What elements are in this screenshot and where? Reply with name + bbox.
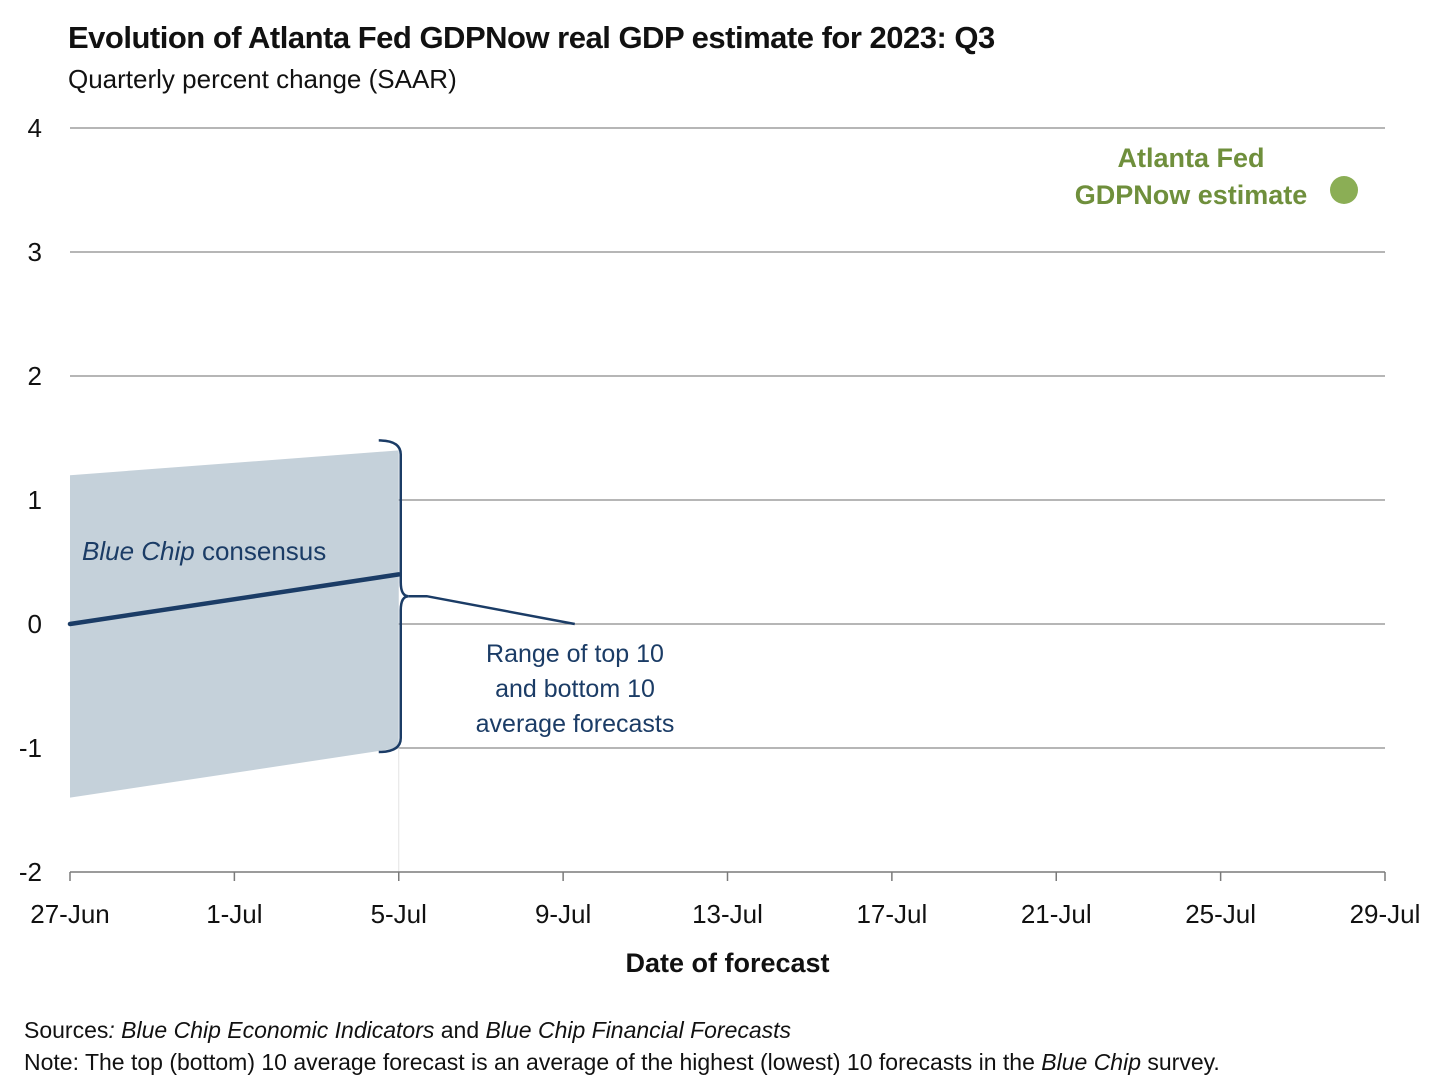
note-part: Blue Chip [1041,1049,1141,1075]
x-tick-label: 5-Jul [371,899,427,929]
sources-part: Blue Chip Financial Forecasts [485,1017,792,1043]
gdpnow-label-line: GDPNow estimate [1075,180,1308,210]
consensus-label: Blue Chip consensus [82,536,326,566]
gdpnow-legend-marker [1330,176,1358,204]
y-tick-label: 1 [28,485,42,515]
note-label: Note: [24,1049,79,1075]
note-part: survey. [1141,1049,1220,1075]
x-tick-label: 29-Jul [1350,899,1421,929]
range-label-line: and bottom 10 [495,675,655,703]
note-part: The top (bottom) 10 average forecast is … [78,1049,1042,1075]
range-label-line: Range of top 10 [486,640,664,668]
y-tick-label: 3 [28,237,42,267]
y-tick-label: 0 [28,609,42,639]
x-axis-title: Date of forecast [625,948,829,978]
y-tick-label: 2 [28,361,42,391]
chart-title: Evolution of Atlanta Fed GDPNow real GDP… [68,20,995,55]
chart-subtitle: Quarterly percent change (SAAR) [68,64,457,94]
y-tick-label: -2 [19,857,42,887]
y-tick-label: 4 [28,113,42,143]
sources-part: and [434,1017,486,1043]
x-tick-label: 17-Jul [856,899,927,929]
y-tick-label: -1 [19,733,42,763]
range-leader-line [408,594,575,626]
gdpnow-label-line: Atlanta Fed [1117,143,1264,173]
x-tick-label: 9-Jul [535,899,591,929]
x-tick-label: 1-Jul [206,899,262,929]
range-band [70,450,399,798]
x-tick-label: 13-Jul [692,899,763,929]
note-line: Note: The top (bottom) 10 average foreca… [24,1046,1220,1078]
sources-part: : Blue Chip Economic Indicators [108,1017,435,1043]
range-label-line: average forecasts [476,710,675,738]
chart-notes: Sources: Blue Chip Economic Indicators a… [24,1014,1220,1078]
consensus-line [67,572,401,627]
sources-line: Sources: Blue Chip Economic Indicators a… [24,1014,1220,1046]
x-tick-label: 25-Jul [1185,899,1256,929]
x-tick-label: 27-Jun [30,899,110,929]
x-tick-label: 21-Jul [1021,899,1092,929]
chart: 4 3 2 1 0 -1 -2 27-Jun 1-Jul 5-Jul 9-Jul 13-Jul 17-J… [19,113,1421,978]
sources-label: Sources [24,1017,109,1043]
